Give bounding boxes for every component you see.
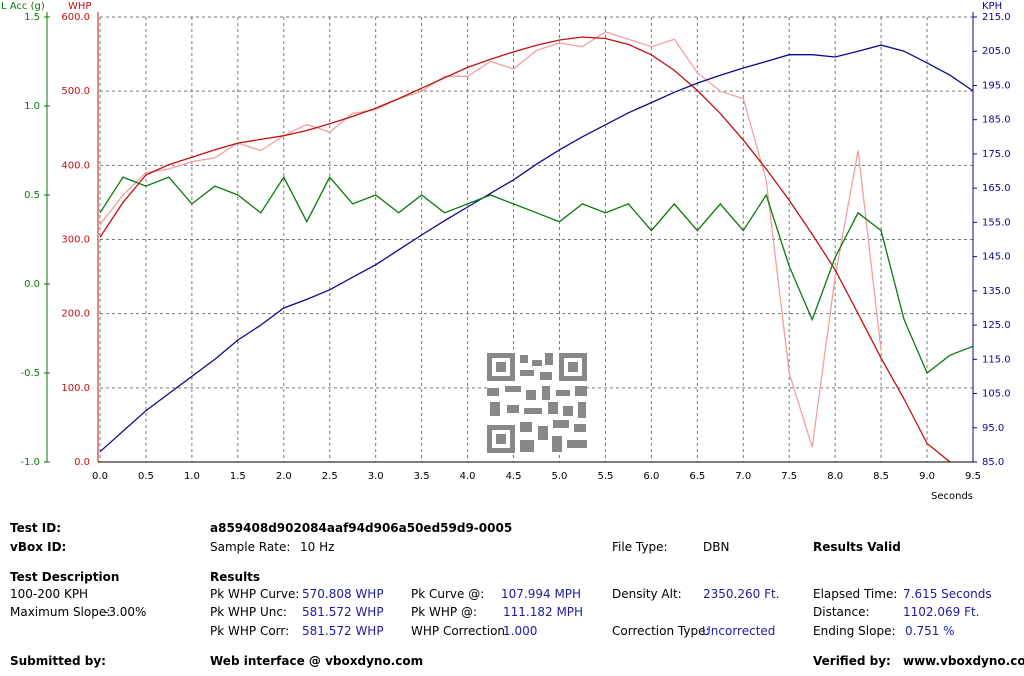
value: 111.182 MPH bbox=[503, 605, 584, 619]
x-tick-label: 6.0 bbox=[643, 471, 659, 482]
value: -3.00% bbox=[104, 605, 147, 619]
y3-tick-label: 1.0 bbox=[24, 101, 40, 112]
value: 581.572 WHP bbox=[302, 605, 384, 619]
value: a859408d902084aaf94d906a50ed59d9-0005 bbox=[210, 521, 513, 535]
y2-tick-label: 145.0 bbox=[982, 252, 1011, 263]
y2-tick-label: 175.0 bbox=[982, 149, 1011, 160]
y3-axis-title: L Acc (g) bbox=[1, 1, 45, 12]
value: 581.572 WHP bbox=[302, 624, 384, 638]
y-tick-label: 200.0 bbox=[61, 309, 90, 320]
x-tick-label: 5.5 bbox=[597, 471, 613, 482]
label: Ending Slope: bbox=[813, 624, 896, 638]
x-tick-label: 8.0 bbox=[827, 471, 843, 482]
label: Pk WHP @: bbox=[411, 605, 477, 619]
x-tick-label: 3.5 bbox=[414, 471, 430, 482]
x-tick-label: 8.5 bbox=[873, 471, 889, 482]
x-tick-label: 5.0 bbox=[552, 471, 568, 482]
series-line bbox=[100, 31, 882, 448]
y3-tick-label: 1.5 bbox=[24, 12, 40, 23]
x-tick-label: 4.0 bbox=[460, 471, 476, 482]
y2-tick-label: 105.0 bbox=[982, 389, 1011, 400]
value: 1102.069 Ft. bbox=[903, 605, 980, 619]
value: Uncorrected bbox=[702, 624, 776, 638]
x-tick-label: 0.0 bbox=[92, 471, 108, 482]
label: Pk WHP Corr: bbox=[210, 624, 290, 638]
y2-tick-label: 195.0 bbox=[982, 80, 1011, 91]
y3-tick-label: -1.0 bbox=[20, 457, 40, 468]
value: Web interface @ vboxdyno.com bbox=[210, 654, 424, 668]
y2-tick-label: 85.0 bbox=[982, 457, 1004, 468]
x-tick-label: 0.5 bbox=[138, 471, 154, 482]
x-tick-label: 2.5 bbox=[322, 471, 338, 482]
series-line bbox=[100, 36, 951, 462]
y-tick-label: 0.0 bbox=[74, 457, 90, 468]
label: Pk WHP Curve: bbox=[210, 587, 300, 601]
label: Distance: bbox=[813, 605, 870, 619]
x-tick-label: 1.0 bbox=[184, 471, 200, 482]
y-tick-label: 300.0 bbox=[61, 235, 90, 246]
value: 0.751 % bbox=[905, 624, 955, 638]
y2-tick-label: 185.0 bbox=[982, 115, 1011, 126]
y3-tick-label: 0.5 bbox=[24, 190, 40, 201]
x-tick-label: 1.5 bbox=[230, 471, 246, 482]
heading: Test Description bbox=[10, 570, 120, 584]
value: www.vboxdyno.com bbox=[903, 654, 1024, 668]
y2-tick-label: 135.0 bbox=[982, 286, 1011, 297]
value: 570.808 WHP bbox=[302, 587, 384, 601]
value: DBN bbox=[703, 540, 730, 554]
y2-tick-label: 155.0 bbox=[982, 217, 1011, 228]
x-tick-label: 7.0 bbox=[735, 471, 751, 482]
value: 100-200 KPH bbox=[10, 587, 89, 601]
x-tick-label: 3.0 bbox=[368, 471, 384, 482]
y2-tick-label: 215.0 bbox=[982, 12, 1011, 23]
plot-lines bbox=[100, 31, 973, 462]
x-tick-label: 7.5 bbox=[781, 471, 797, 482]
x-axis-title: Seconds bbox=[931, 491, 973, 502]
series-line bbox=[100, 175, 973, 375]
label: WHP Correction: bbox=[411, 624, 510, 638]
chart: L Acc (g) WHP KPH Seconds 0.0 0.5 1.0 1.5 2.… bbox=[1, 1, 1011, 502]
y2-tick-label: 165.0 bbox=[982, 183, 1011, 194]
value: 107.994 MPH bbox=[501, 587, 582, 601]
y-axis-title: WHP bbox=[68, 1, 91, 12]
status: Results Valid bbox=[813, 540, 901, 554]
value: 7.615 Seconds bbox=[903, 587, 992, 601]
label: Pk WHP Unc: bbox=[210, 605, 287, 619]
label: vBox ID: bbox=[10, 540, 67, 554]
y-tick-label: 100.0 bbox=[61, 383, 90, 394]
x-tick-label: 9.5 bbox=[965, 471, 981, 482]
x-tick-label: 9.0 bbox=[919, 471, 935, 482]
value: 2350.260 Ft. bbox=[703, 587, 780, 601]
y2-tick-label: 205.0 bbox=[982, 46, 1011, 57]
x-tick-label: 4.5 bbox=[506, 471, 522, 482]
label: Submitted by: bbox=[10, 654, 106, 668]
x-tick-label: 6.5 bbox=[689, 471, 705, 482]
label: Sample Rate: bbox=[210, 540, 291, 554]
value: 10 Hz bbox=[300, 540, 335, 554]
y3-tick-label: -0.5 bbox=[20, 368, 40, 379]
y-tick-label: 400.0 bbox=[61, 160, 90, 171]
y2-tick-label: 125.0 bbox=[982, 320, 1011, 331]
label: Pk Curve @: bbox=[411, 587, 485, 601]
label: Test ID: bbox=[10, 521, 62, 535]
series-line bbox=[100, 44, 973, 453]
y2-tick-label: 115.0 bbox=[982, 354, 1011, 365]
label: Correction Type: bbox=[612, 624, 710, 638]
qr-code bbox=[487, 353, 587, 453]
y-tick-label: 600.0 bbox=[61, 12, 90, 23]
value: 1.000 bbox=[503, 624, 538, 638]
y-tick-label: 500.0 bbox=[61, 86, 90, 97]
label: Maximum Slope: bbox=[10, 605, 111, 619]
label: Verified by: bbox=[813, 654, 891, 668]
heading: Results bbox=[210, 570, 261, 584]
y2-tick-label: 95.0 bbox=[982, 423, 1004, 434]
y3-tick-label: 0.0 bbox=[24, 279, 40, 290]
x-tick-label: 2.0 bbox=[276, 471, 292, 482]
label: Elapsed Time: bbox=[813, 587, 898, 601]
label: Density Alt: bbox=[612, 587, 682, 601]
label: File Type: bbox=[612, 540, 668, 554]
y2-axis-title: KPH bbox=[982, 1, 1002, 12]
